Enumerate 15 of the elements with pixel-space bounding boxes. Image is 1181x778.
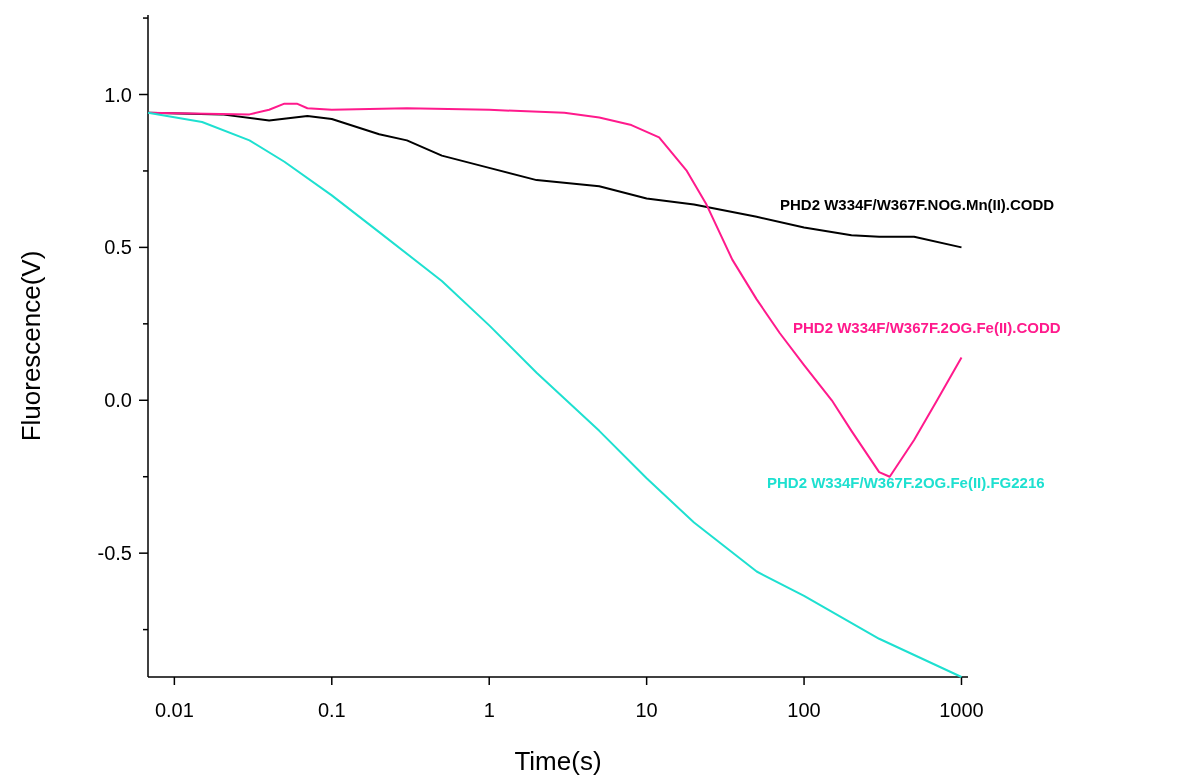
y-tick-label: 0.0 bbox=[104, 389, 132, 412]
x-tick-label: 10 bbox=[635, 699, 658, 721]
y-tick-label: 0.5 bbox=[104, 236, 132, 259]
x-tick-label: 100 bbox=[787, 699, 821, 721]
x-tick-label: 1 bbox=[483, 699, 495, 721]
x-tick-label: 0.1 bbox=[317, 699, 346, 721]
x-tick-label: 1000 bbox=[939, 699, 984, 721]
series-label: PHD2 W334F/W367F.NOG.Mn(II).CODD bbox=[780, 196, 1055, 214]
y-axis-title: Fluorescence(V) bbox=[16, 250, 46, 442]
y-tick-label: 1.0 bbox=[104, 83, 132, 106]
x-axis-title: Time(s) bbox=[514, 746, 602, 776]
text: PHD2 W334F/W367F.2OG.Fe(II).FG2216 bbox=[767, 474, 1045, 492]
series-label: PHD2 W334F/W367F.2OG.Fe(II).CODD bbox=[793, 318, 1061, 336]
y-tick-label: -0.5 bbox=[97, 542, 132, 565]
x-tick-label: 0.01 bbox=[154, 699, 194, 721]
